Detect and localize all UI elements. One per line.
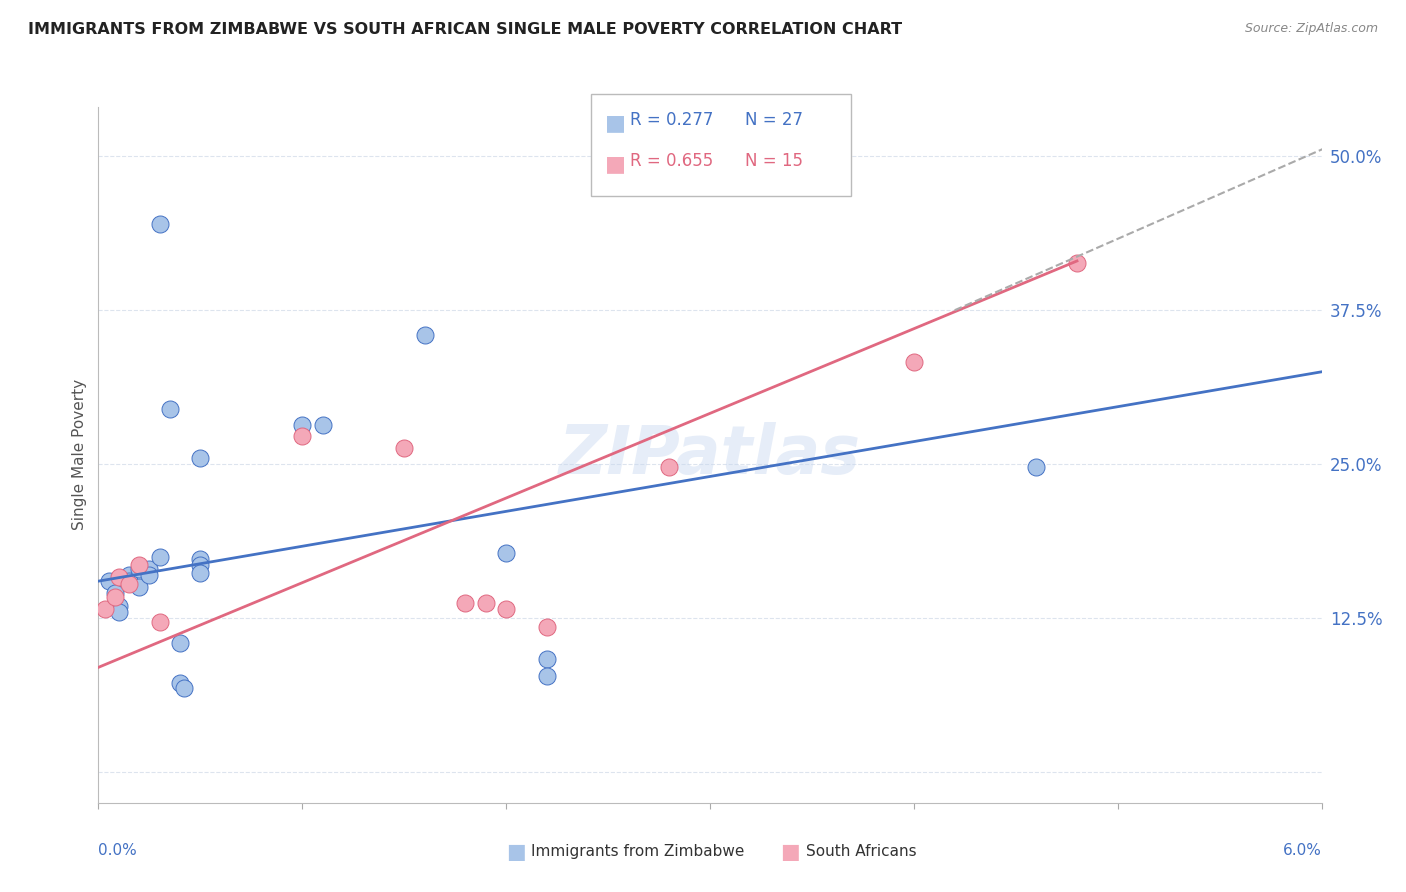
Point <box>454 596 477 610</box>
Point <box>1025 459 1047 474</box>
Point <box>149 615 172 629</box>
Point <box>903 355 925 369</box>
Point <box>108 599 131 613</box>
Point <box>495 546 517 560</box>
Point <box>392 441 416 455</box>
Point <box>138 568 160 582</box>
Text: 0.0%: 0.0% <box>98 843 138 858</box>
Point <box>291 417 314 432</box>
Point <box>128 580 150 594</box>
Point <box>93 602 115 616</box>
Point <box>311 417 335 432</box>
Text: ■: ■ <box>506 842 526 862</box>
Y-axis label: Single Male Poverty: Single Male Poverty <box>72 379 87 531</box>
Point <box>1066 256 1088 270</box>
Point <box>536 651 558 665</box>
Text: ZIPatlas: ZIPatlas <box>560 422 860 488</box>
Point <box>108 570 131 584</box>
Text: Source: ZipAtlas.com: Source: ZipAtlas.com <box>1244 22 1378 36</box>
Point <box>104 590 127 604</box>
Point <box>188 566 212 580</box>
Point <box>188 558 212 573</box>
Point <box>97 574 120 589</box>
Point <box>173 681 195 696</box>
Text: ■: ■ <box>605 154 626 174</box>
Point <box>658 459 681 474</box>
Point <box>149 549 172 564</box>
Point <box>128 562 150 576</box>
Text: 6.0%: 6.0% <box>1282 843 1322 858</box>
Text: South Africans: South Africans <box>806 845 917 859</box>
Point <box>169 636 191 650</box>
Point <box>128 558 150 573</box>
Point <box>536 669 558 683</box>
Text: Immigrants from Zimbabwe: Immigrants from Zimbabwe <box>531 845 745 859</box>
Text: R = 0.277: R = 0.277 <box>630 111 713 128</box>
Point <box>118 574 141 589</box>
Point <box>495 602 517 616</box>
Point <box>188 450 212 465</box>
Point <box>138 562 160 576</box>
Point <box>108 605 131 619</box>
Text: R = 0.655: R = 0.655 <box>630 152 713 169</box>
Text: N = 27: N = 27 <box>745 111 803 128</box>
Text: ■: ■ <box>780 842 800 862</box>
Point <box>169 676 191 690</box>
Point <box>536 620 558 634</box>
Point <box>474 596 498 610</box>
Point <box>104 586 127 600</box>
Point <box>118 568 141 582</box>
Text: ■: ■ <box>605 113 626 133</box>
Text: N = 15: N = 15 <box>745 152 803 169</box>
Point <box>413 327 436 342</box>
Text: IMMIGRANTS FROM ZIMBABWE VS SOUTH AFRICAN SINGLE MALE POVERTY CORRELATION CHART: IMMIGRANTS FROM ZIMBABWE VS SOUTH AFRICA… <box>28 22 903 37</box>
Point <box>149 217 172 231</box>
Point <box>188 552 212 566</box>
Point <box>118 576 141 591</box>
Point <box>291 429 314 443</box>
Point <box>159 401 181 416</box>
